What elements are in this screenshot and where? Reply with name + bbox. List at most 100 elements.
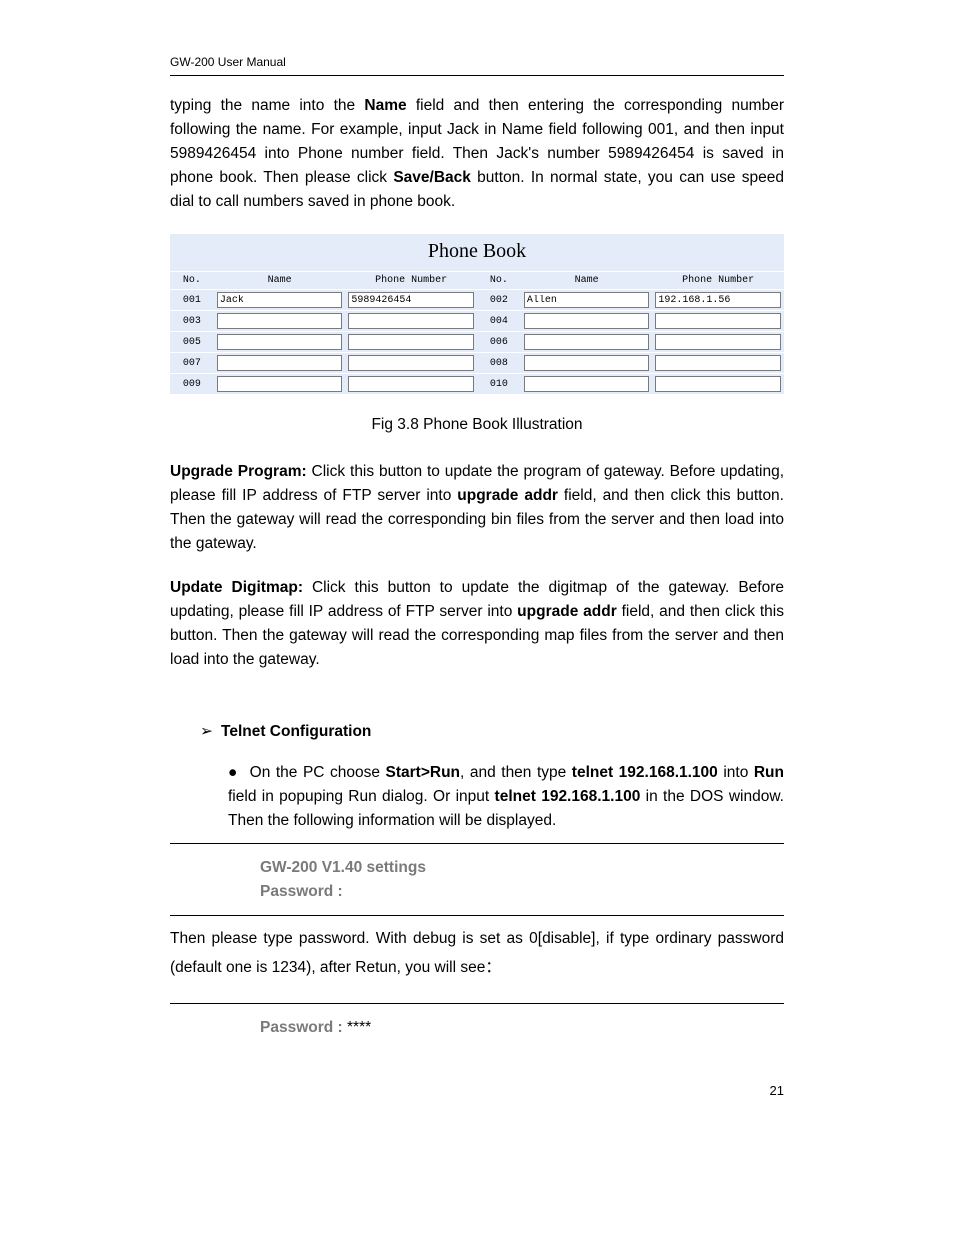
cell-no: 005 [170, 332, 214, 353]
cell-name [214, 374, 346, 395]
bold-name: Name [364, 97, 406, 114]
cell-name [214, 332, 346, 353]
cell-no: 009 [170, 374, 214, 395]
phone-book-title: Phone Book [170, 234, 784, 271]
col-name: Name [521, 272, 653, 290]
telnet-line: GW-200 V1.40 settings [260, 856, 784, 879]
password-label: Password : [260, 1019, 347, 1036]
table-row: 003 004 [170, 311, 784, 332]
name-input[interactable] [217, 292, 343, 308]
col-name: Name [214, 272, 346, 290]
phone-input[interactable] [348, 334, 474, 350]
heading-text: Telnet Configuration [221, 723, 371, 740]
col-no: No. [477, 272, 521, 290]
divider [170, 1003, 784, 1004]
phone-input[interactable] [655, 355, 781, 371]
cell-no: 001 [170, 290, 214, 311]
document-page: GW-200 User Manual typing the name into … [0, 0, 954, 1138]
phone-input[interactable] [348, 313, 474, 329]
upgrade-program-paragraph: Upgrade Program: Click this button to up… [170, 460, 784, 556]
cell-name [214, 290, 346, 311]
bold-run: Run [754, 764, 784, 781]
bold-upgrade-program: Upgrade Program: [170, 463, 312, 480]
divider [170, 843, 784, 844]
bold-saveback: Save/Back [393, 169, 471, 186]
name-input[interactable] [524, 292, 650, 308]
table-row: 001 002 [170, 290, 784, 311]
name-input[interactable] [217, 376, 343, 392]
col-phone: Phone Number [652, 272, 784, 290]
cell-phone [652, 332, 784, 353]
cell-name [521, 374, 653, 395]
name-input[interactable] [217, 334, 343, 350]
telnet-output-box-2: Password : **** [170, 1012, 784, 1043]
bold-upgrade-addr: upgrade addr [517, 603, 617, 620]
cell-phone [652, 353, 784, 374]
figure-caption: Fig 3.8 Phone Book Illustration [170, 416, 784, 434]
page-header: GW-200 User Manual [170, 55, 784, 76]
text: typing the name into the [170, 97, 364, 114]
cell-phone [652, 374, 784, 395]
name-input[interactable] [524, 355, 650, 371]
phone-input[interactable] [348, 292, 474, 308]
telnet-bullet-item: ● On the PC choose Start>Run, and then t… [228, 761, 784, 833]
cell-name [214, 353, 346, 374]
update-digitmap-paragraph: Update Digitmap: Click this button to up… [170, 576, 784, 672]
name-input[interactable] [217, 313, 343, 329]
bold-start-run: Start>Run [386, 764, 461, 781]
cell-phone [345, 290, 477, 311]
cell-phone [345, 353, 477, 374]
bold-update-digitmap: Update Digitmap: [170, 579, 312, 596]
table-row: 009 010 [170, 374, 784, 395]
cell-phone [345, 374, 477, 395]
name-input[interactable] [524, 334, 650, 350]
text: On the PC choose [250, 764, 386, 781]
phone-input[interactable] [655, 376, 781, 392]
cell-no: 006 [477, 332, 521, 353]
phone-input[interactable] [655, 292, 781, 308]
cell-phone [652, 311, 784, 332]
name-input[interactable] [524, 376, 650, 392]
phone-book-table: No. Name Phone Number No. Name Phone Num… [170, 271, 784, 394]
table-header-row: No. Name Phone Number No. Name Phone Num… [170, 272, 784, 290]
text: field in popuping Run dialog. Or input [228, 788, 495, 805]
cell-no: 008 [477, 353, 521, 374]
cell-phone [345, 332, 477, 353]
telnet-output-box-1: GW-200 V1.40 settings Password : [170, 852, 784, 907]
cell-name [521, 311, 653, 332]
phone-input[interactable] [348, 376, 474, 392]
col-phone: Phone Number [345, 272, 477, 290]
telnet-line: Password : [260, 880, 784, 903]
cell-phone [652, 290, 784, 311]
cell-name [214, 311, 346, 332]
cell-no: 004 [477, 311, 521, 332]
phone-input[interactable] [348, 355, 474, 371]
bold-upgrade-addr: upgrade addr [457, 487, 558, 504]
name-input[interactable] [217, 355, 343, 371]
telnet-config-heading: ➢ Telnet Configuration [170, 722, 784, 741]
divider [170, 915, 784, 916]
bold-telnet-cmd: telnet 192.168.1.100 [495, 788, 641, 805]
phone-book-figure: Phone Book No. Name Phone Number No. Nam… [170, 234, 784, 394]
cell-no: 003 [170, 311, 214, 332]
cell-name [521, 353, 653, 374]
bullet-icon: ● [228, 764, 239, 781]
cell-no: 010 [477, 374, 521, 395]
cell-name [521, 332, 653, 353]
password-mask: **** [347, 1019, 371, 1036]
table-row: 005 006 [170, 332, 784, 353]
text: into [718, 764, 754, 781]
bold-telnet-cmd: telnet 192.168.1.100 [572, 764, 718, 781]
page-number: 21 [170, 1083, 784, 1098]
phone-input[interactable] [655, 313, 781, 329]
name-input[interactable] [524, 313, 650, 329]
cell-no: 002 [477, 290, 521, 311]
password-paragraph: Then please type password. With debug is… [170, 924, 784, 983]
cell-no: 007 [170, 353, 214, 374]
intro-paragraph: typing the name into the Name field and … [170, 94, 784, 214]
cell-name [521, 290, 653, 311]
cell-phone [345, 311, 477, 332]
phone-input[interactable] [655, 334, 781, 350]
arrow-icon: ➢ [200, 723, 213, 740]
col-no: No. [170, 272, 214, 290]
